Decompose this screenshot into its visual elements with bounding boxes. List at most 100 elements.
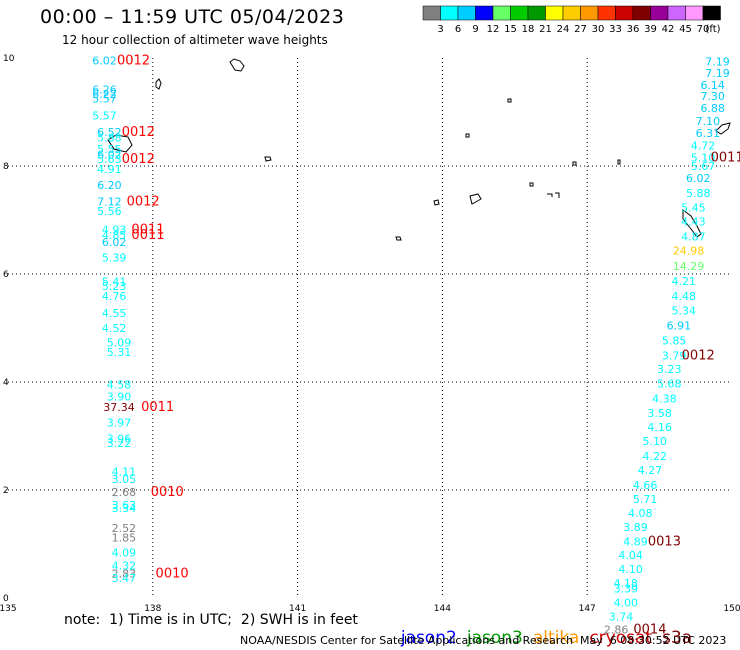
wave-height-label: 5.45 xyxy=(681,201,706,214)
time-label: 0014 xyxy=(633,623,666,638)
x-tick-label: 141 xyxy=(289,604,306,614)
colorbar-unit: (ft) xyxy=(705,24,720,35)
coastline xyxy=(465,133,470,138)
wave-height-label: 2.86 xyxy=(604,624,629,637)
wave-height-label: 4.76 xyxy=(102,290,127,303)
chart-subtitle: 12 hour collection of altimeter wave hei… xyxy=(62,33,328,47)
colorbar-label: 15 xyxy=(504,24,517,35)
colorbar: 3 6 9 12 15 18 21 24 27 30 33 36 39 42 45 70(ft) xyxy=(422,5,721,35)
coastline xyxy=(529,182,534,187)
wave-height-label: 4.11 xyxy=(112,465,137,478)
coastline xyxy=(264,156,272,162)
coastline xyxy=(395,236,402,241)
time-label: 0012 xyxy=(122,152,155,167)
wave-height-label: 5.57 xyxy=(92,110,117,123)
wave-height-label: 2.83 xyxy=(112,567,137,580)
wave-height-label: 4.66 xyxy=(633,479,658,492)
y-tick-label: 8 xyxy=(3,162,9,172)
wave-height-label: 3.05 xyxy=(112,473,137,486)
wave-height-label: 6.02 xyxy=(102,236,127,249)
wave-height-label: 5.67 xyxy=(691,160,716,173)
wave-height-label: 6.31 xyxy=(696,127,721,140)
coastline xyxy=(469,193,482,205)
wave-height-label: 3.96 xyxy=(107,432,132,445)
time-label: 0012 xyxy=(682,348,715,363)
wave-height-label: 14.29 xyxy=(673,260,705,273)
wave-height-label: 4.32 xyxy=(112,559,137,572)
y-tick-label: 10 xyxy=(3,54,15,64)
wave-height-label: 5.71 xyxy=(633,493,658,506)
y-tick-label: 4 xyxy=(3,378,9,388)
wave-height-label: 5.39 xyxy=(102,252,127,265)
time-label: 0012 xyxy=(117,53,150,68)
wave-height-label: 7.19 xyxy=(705,67,730,80)
wave-height-label: 5.34 xyxy=(671,305,696,318)
credit-text: NOAA/NESDIS Center for Satellite Applica… xyxy=(240,634,574,647)
wave-height-label: 3.74 xyxy=(609,611,634,624)
y-tick-label: 6 xyxy=(3,270,9,280)
wave-height-label: 3.89 xyxy=(623,521,648,534)
colorbar-label: 70 xyxy=(697,24,710,35)
wave-height-label: 6.91 xyxy=(667,320,692,333)
colorbar-label: 21 xyxy=(539,24,552,35)
colorbar-label: 6 xyxy=(455,24,461,35)
wave-height-label: 4.85 xyxy=(102,229,127,242)
wave-height-label: 6.02 xyxy=(92,54,117,67)
wave-height-label: 5.68 xyxy=(657,377,682,390)
satellite-legend: jason2 jason3 altika cryosat s3a xyxy=(390,608,702,648)
wave-height-label: 5.57 xyxy=(92,92,117,105)
wave-height-label: 3.90 xyxy=(107,390,132,403)
wave-height-label: 7.19 xyxy=(705,56,730,69)
colorbar-label: 30 xyxy=(592,24,605,35)
colorbar-label: 9 xyxy=(472,24,478,35)
y-tick-label: 2 xyxy=(3,486,9,496)
colorbar-label: 39 xyxy=(644,24,657,35)
colorbar-label: 12 xyxy=(487,24,500,35)
wave-height-label: 37.34 xyxy=(103,401,135,414)
wave-height-label: 7.30 xyxy=(700,90,725,103)
wave-height-label: 5.23 xyxy=(102,280,127,293)
wave-height-label: 5.55 xyxy=(97,143,122,156)
wave-height-label: 5.85 xyxy=(662,335,687,348)
time-label: 0011 xyxy=(131,228,164,243)
wave-height-label: 6.02 xyxy=(97,148,122,161)
wave-height-label: 4.91 xyxy=(97,163,122,176)
wave-height-label: 4.52 xyxy=(102,322,127,335)
time-label: 0012 xyxy=(127,194,160,209)
x-tick-label: 150 xyxy=(723,604,740,614)
coastline xyxy=(617,159,621,165)
wave-height-label: 5.88 xyxy=(686,187,711,200)
x-tick-label: 144 xyxy=(434,604,451,614)
y-tick-label: 0 xyxy=(3,594,9,604)
wave-height-label: 3.63 xyxy=(112,499,137,512)
coastline xyxy=(155,78,162,90)
time-label: 0012 xyxy=(122,125,155,140)
wave-height-label: 5.31 xyxy=(107,346,132,359)
coastline xyxy=(572,161,577,166)
coastline xyxy=(229,58,245,72)
legend-jason3: jason3 xyxy=(466,628,523,648)
wave-height-label: 4.22 xyxy=(643,450,668,463)
wave-height-label: 1.85 xyxy=(112,531,137,544)
wave-height-label: 6.14 xyxy=(700,79,725,92)
wave-height-label: 5.63 xyxy=(97,153,122,166)
x-tick-label: 147 xyxy=(579,604,596,614)
legend-s3a: s3a xyxy=(662,628,693,648)
coastline xyxy=(547,192,560,198)
wave-height-label: 6.02 xyxy=(686,172,711,185)
legend-jason2: jason2 xyxy=(400,628,457,648)
credit-date: May 6 08:30:52 UTC 2023 xyxy=(580,634,727,647)
wave-height-label: 5.88 xyxy=(97,132,122,145)
wave-height-label: 3.97 xyxy=(107,416,132,429)
colorbar-label: 3 xyxy=(437,24,443,35)
wave-height-label: 4.48 xyxy=(671,290,696,303)
wave-height-label: 4.58 xyxy=(107,378,132,391)
x-tick-label: 138 xyxy=(144,604,161,614)
wave-height-label: 3.39 xyxy=(614,583,639,596)
time-label: 0010 xyxy=(151,485,184,500)
wave-height-label: 24.98 xyxy=(673,245,705,258)
wave-height-label: 4.55 xyxy=(102,307,127,320)
wave-height-label: 4.18 xyxy=(614,577,639,590)
legend-altika: altika xyxy=(532,628,580,648)
